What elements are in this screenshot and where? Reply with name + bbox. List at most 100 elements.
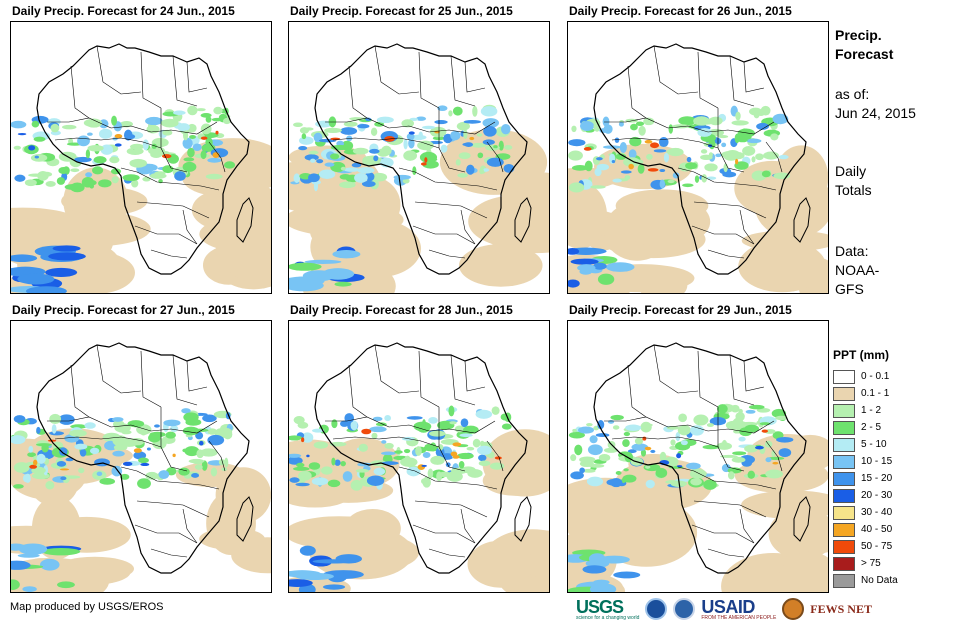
precip-belt [289, 104, 515, 292]
legend-item: 10 - 15 [833, 453, 898, 470]
precip-belt [568, 403, 794, 592]
country-border [54, 436, 162, 448]
country-border [136, 201, 210, 219]
country-border [438, 108, 466, 173]
country-border [208, 440, 226, 472]
panel-title: Daily Precip. Forecast for 29 Jun., 2015 [569, 303, 792, 317]
country-border [611, 436, 719, 448]
country-border [739, 508, 755, 544]
legend-label: 10 - 15 [861, 456, 893, 467]
country-border [627, 364, 647, 418]
country-border [677, 167, 777, 191]
country-border [140, 350, 162, 408]
country-border [765, 141, 783, 173]
country-border [70, 65, 90, 119]
country-border [398, 167, 498, 191]
country-border [182, 508, 198, 544]
country-border [428, 249, 466, 259]
country-border [120, 167, 220, 191]
country-border [47, 416, 218, 434]
legend-item: 50 - 75 [833, 538, 898, 555]
side-data-line1: Data: [835, 243, 869, 259]
legend-label: 2 - 5 [861, 422, 882, 433]
country-border [325, 416, 496, 434]
precip-map [567, 320, 829, 593]
country-border [374, 344, 420, 394]
country-border [47, 117, 218, 135]
map-canvas [568, 342, 828, 592]
legend-item: 20 - 30 [833, 487, 898, 504]
country-border [120, 466, 220, 490]
legend-swatch [833, 522, 855, 537]
precip-map [10, 320, 272, 593]
country-border [160, 407, 188, 472]
precip-legend: PPT (mm) 0 - 0.1 0.1 - 1 1 - 2 2 - 5 5 - 10 1… [833, 348, 898, 589]
credit-text: Map produced by USGS/EROS [10, 601, 164, 613]
country-border [450, 354, 476, 406]
country-border [70, 364, 90, 418]
usgs-logo-text: USGS [576, 597, 624, 617]
country-border [691, 524, 755, 544]
africa-coastline [36, 43, 250, 275]
legend-item: > 75 [833, 555, 898, 572]
country-border [627, 65, 647, 119]
panel-title: Daily Precip. Forecast for 27 Jun., 2015 [12, 303, 235, 317]
side-asof: as of: Jun 24, 2015 [835, 85, 916, 123]
legend-swatch [833, 437, 855, 452]
legend-label: No Data [861, 575, 898, 586]
country-border [486, 141, 504, 173]
country-border [134, 225, 198, 245]
precip-belt [568, 105, 791, 288]
map-canvas [289, 43, 549, 293]
country-border [460, 508, 476, 544]
legend-item: 0.1 - 1 [833, 385, 898, 402]
madagascar-outline [236, 496, 254, 542]
legend-label: > 75 [861, 558, 881, 569]
usaid-tagline: FROM THE AMERICAN PEOPLE [701, 615, 777, 621]
legend-swatch [833, 471, 855, 486]
map-canvas [289, 342, 549, 592]
africa-coastline [314, 43, 528, 275]
legend-label: 50 - 75 [861, 541, 893, 552]
country-border [677, 466, 777, 490]
panel-title: Daily Precip. Forecast for 26 Jun., 2015 [569, 4, 792, 18]
side-data-source: Data: NOAA- GFS [835, 242, 879, 299]
country-border [332, 436, 440, 448]
country-border [172, 354, 198, 406]
panel-title: Daily Precip. Forecast for 25 Jun., 2015 [290, 4, 513, 18]
country-border [450, 55, 476, 107]
legend-swatch [833, 454, 855, 469]
country-border [418, 51, 440, 109]
country-border [707, 249, 745, 259]
country-border [150, 548, 188, 558]
map-canvas [568, 43, 828, 293]
panel-title: Daily Precip. Forecast for 28 Jun., 2015 [290, 303, 513, 317]
map-canvas [11, 342, 271, 592]
country-border [438, 407, 466, 472]
legend-item: 15 - 20 [833, 470, 898, 487]
country-border [611, 137, 719, 149]
country-border [208, 141, 226, 173]
country-border [717, 407, 745, 472]
country-border [398, 466, 498, 490]
country-border [140, 51, 162, 109]
precip-map [288, 21, 550, 294]
madagascar-outline [514, 496, 532, 542]
legend-swatch [833, 420, 855, 435]
country-border [160, 108, 188, 173]
country-border [412, 225, 476, 245]
country-border [414, 201, 488, 219]
logo-bar: USGS science for a changing world USAID … [576, 595, 872, 623]
madagascar-outline [514, 197, 532, 243]
country-border [653, 344, 699, 394]
legend-label: 15 - 20 [861, 473, 893, 484]
country-border [374, 45, 420, 95]
side-data-line3: GFS [835, 281, 864, 297]
legend-swatch [833, 403, 855, 418]
precip-map [10, 21, 272, 294]
noaa-logo [645, 598, 668, 620]
side-title-line2: Forecast [835, 46, 894, 62]
country-border [486, 440, 504, 472]
legend-label: 0.1 - 1 [861, 388, 890, 399]
country-border [693, 500, 767, 518]
